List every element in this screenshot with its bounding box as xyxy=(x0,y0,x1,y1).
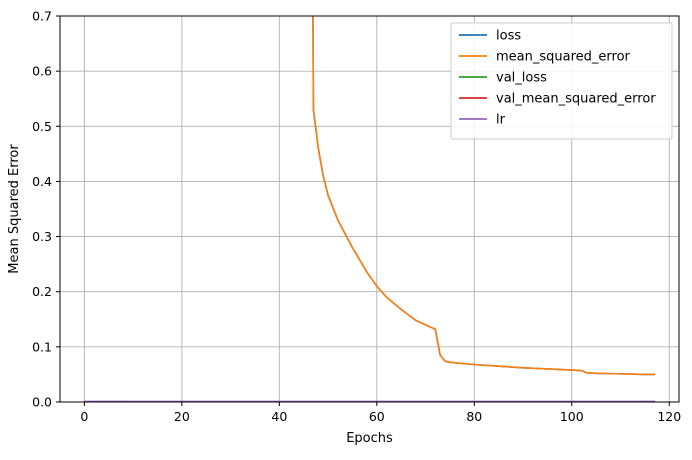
y-tick-label: 0.7 xyxy=(32,9,52,24)
y-tick-label: 0.1 xyxy=(32,339,52,354)
x-axis-label: Epochs xyxy=(346,431,393,446)
ticks-layer: 0 20 40 60 80 100 120 0.0 0.1 0.2 0.3 0.4 0.5 0.6 0.7 xyxy=(32,9,681,425)
y-tick-label: 0.0 xyxy=(32,395,52,410)
y-axis-label: Mean Squared Error xyxy=(7,144,22,274)
x-tick-label: 100 xyxy=(560,409,584,424)
x-tick-label: 60 xyxy=(369,409,385,424)
x-tick-label: 80 xyxy=(466,409,482,424)
legend-frame xyxy=(450,22,673,140)
x-tick-label: 0 xyxy=(80,409,88,424)
legend-label-val-mean-squared-error: val_mean_squared_error xyxy=(496,92,656,107)
legend-label-mean-squared-error: mean_squared_error xyxy=(496,50,631,65)
y-tick-label: 0.5 xyxy=(32,119,52,134)
legend-label-loss: loss xyxy=(496,29,521,44)
plot-frame xyxy=(59,15,680,403)
y-tick-label: 0.4 xyxy=(32,174,52,189)
x-tick-label: 120 xyxy=(657,409,681,424)
y-tick-label: 0.6 xyxy=(32,64,52,79)
x-tick-label: 40 xyxy=(271,409,287,424)
x-tick-label: 20 xyxy=(174,409,190,424)
legend: loss mean_squared_error val_loss val_mean_s… xyxy=(450,22,673,140)
legend-label-val-loss: val_loss xyxy=(496,71,547,86)
y-tick-label: 0.2 xyxy=(32,284,52,299)
legend-label-lr: lr xyxy=(496,113,506,128)
y-tick-label: 0.3 xyxy=(32,229,52,244)
series-line-mean-squared-error xyxy=(312,16,656,376)
series-layer xyxy=(83,16,656,402)
